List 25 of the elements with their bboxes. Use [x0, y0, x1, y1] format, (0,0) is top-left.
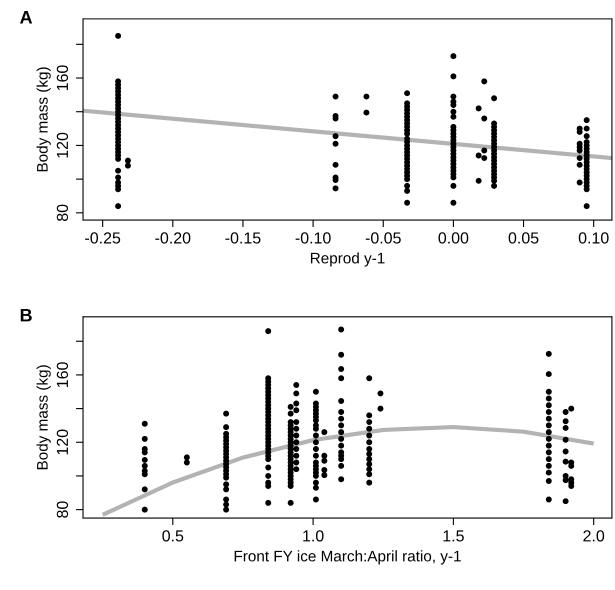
y-tick-label: 120	[56, 132, 68, 158]
x-tick-label: -0.10	[296, 232, 331, 244]
x-tick-label: 1.0	[303, 530, 324, 542]
x-tick-label: -0.05	[366, 232, 401, 244]
x-tick-label: 0.00	[438, 232, 468, 244]
x-tick-label: 0.5	[162, 530, 184, 542]
y-tick-label: 80	[56, 204, 68, 222]
x-tick-label: 1.5	[444, 530, 464, 542]
x-axis-title: Front FY ice March:April ratio, y-1	[234, 550, 461, 565]
y-tick-label: 160	[56, 362, 68, 388]
y-tick-label: 120	[56, 430, 68, 454]
chart-title: B	[20, 308, 32, 322]
x-tick-label: -0.20	[155, 232, 190, 244]
chart-title: A	[20, 11, 32, 24]
x-tick-label: -0.25	[85, 232, 120, 244]
x-tick-label: 0.05	[508, 232, 538, 244]
x-axis-title: Reprod y-1	[310, 252, 385, 267]
x-tick-label: 2.0	[583, 530, 604, 542]
y-axis-title: Body mass (kg)	[36, 67, 51, 172]
x-tick-label: -0.15	[225, 232, 260, 244]
y-axis-title: Body mass (kg)	[36, 365, 51, 470]
line-series	[100, 425, 596, 517]
x-tick-label: 0.10	[578, 232, 609, 244]
y-tick-label: 80	[56, 501, 68, 518]
y-tick-label: 160	[56, 65, 68, 90]
